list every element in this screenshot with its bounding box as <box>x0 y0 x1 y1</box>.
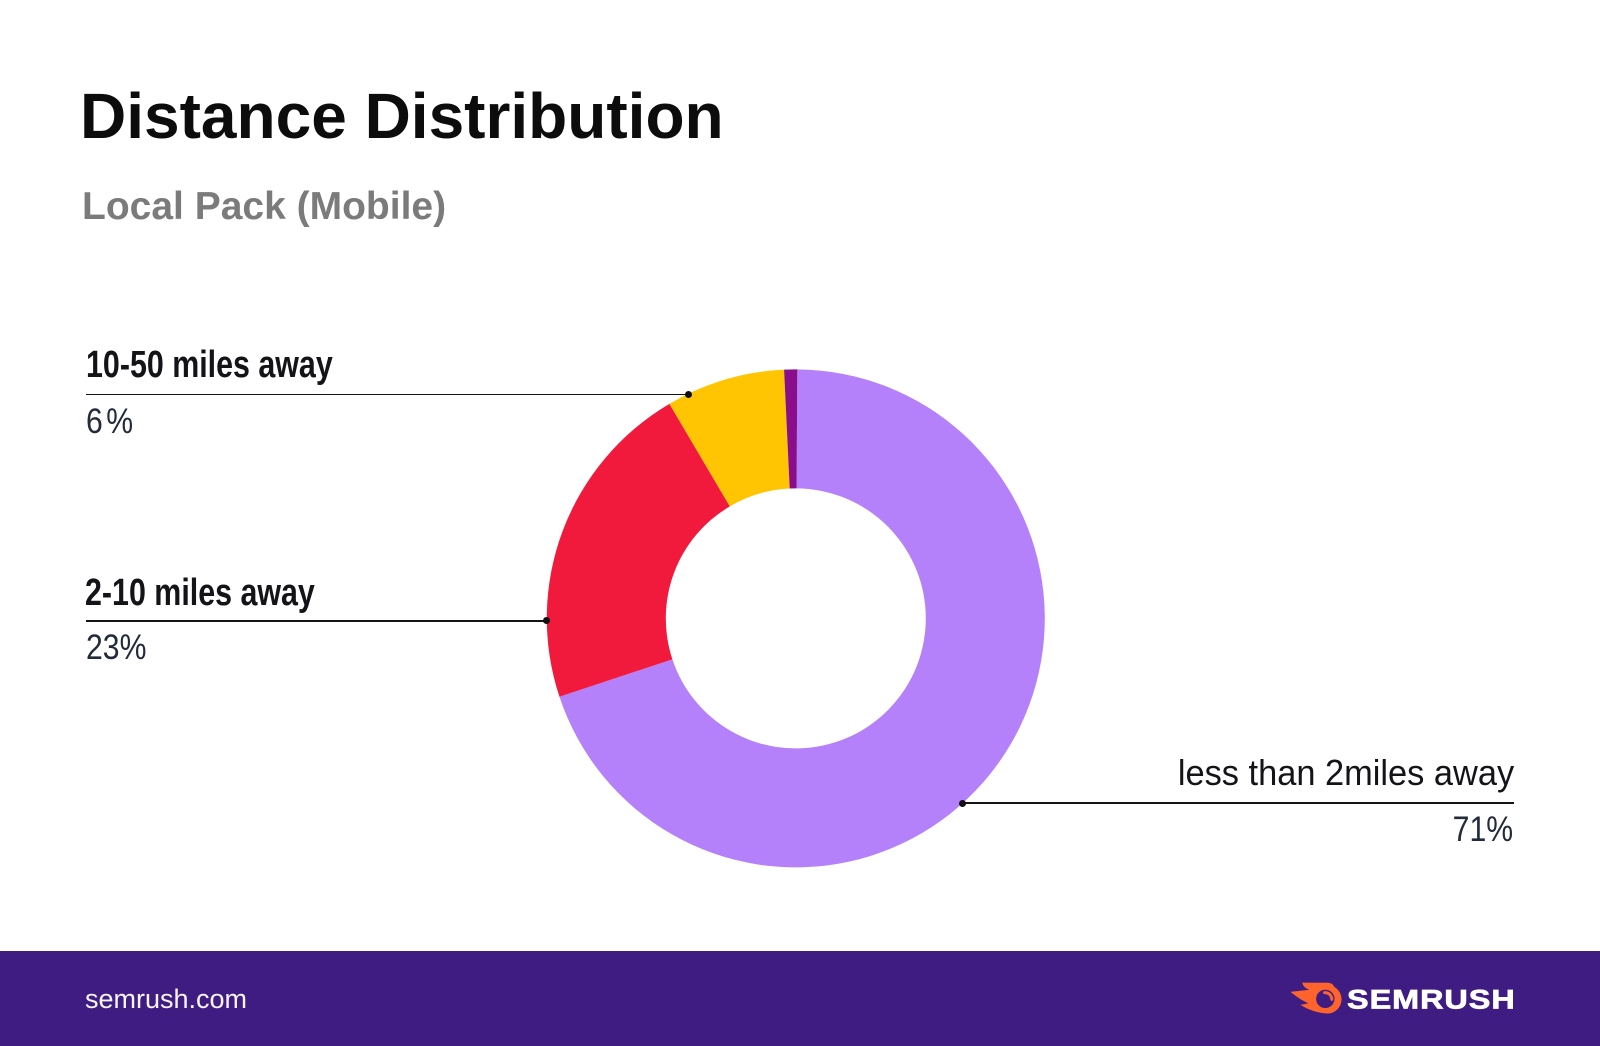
svg-text:SEMRUSH: SEMRUSH <box>1347 985 1516 1015</box>
